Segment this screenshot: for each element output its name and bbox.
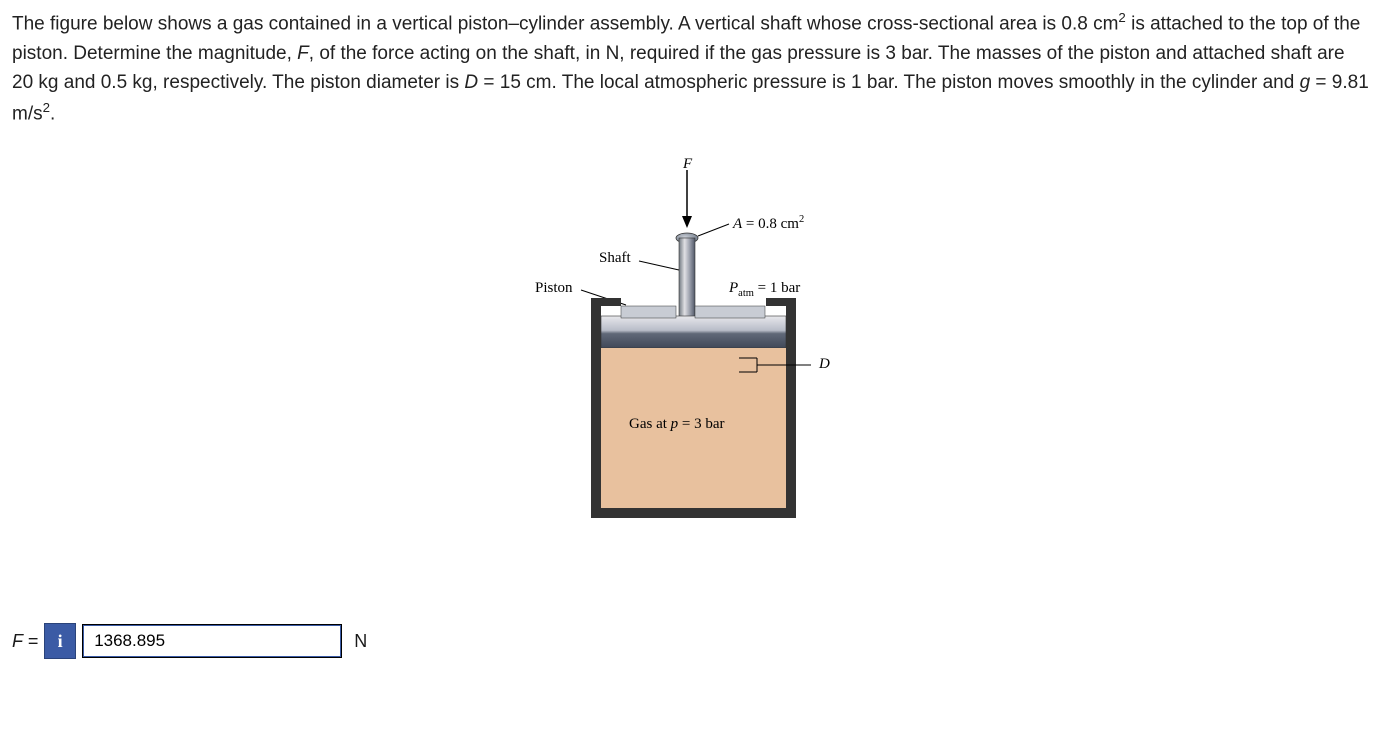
figure-container: F A = 0.8 cm2 Shaft Piston Patm = 1 bar …	[12, 158, 1370, 543]
info-icon[interactable]: i	[44, 623, 76, 659]
figure-svg	[511, 158, 871, 538]
gas-label: Gas at p = 3 bar	[629, 416, 725, 433]
answer-unit: N	[354, 631, 367, 652]
answer-input[interactable]	[82, 624, 342, 658]
patm-label: Patm = 1 bar	[729, 280, 800, 299]
force-label: F	[683, 156, 692, 173]
diameter-label: D	[819, 356, 830, 373]
shaft-label: Shaft	[599, 250, 631, 267]
answer-row: F = i N	[12, 623, 1370, 659]
shaft-area-label: A = 0.8 cm2	[733, 214, 804, 233]
answer-variable-label: F =	[12, 631, 38, 652]
piston-cylinder-figure: F A = 0.8 cm2 Shaft Piston Patm = 1 bar …	[511, 158, 871, 538]
piston-label: Piston	[535, 280, 573, 297]
problem-statement: The figure below shows a gas contained i…	[12, 8, 1370, 128]
